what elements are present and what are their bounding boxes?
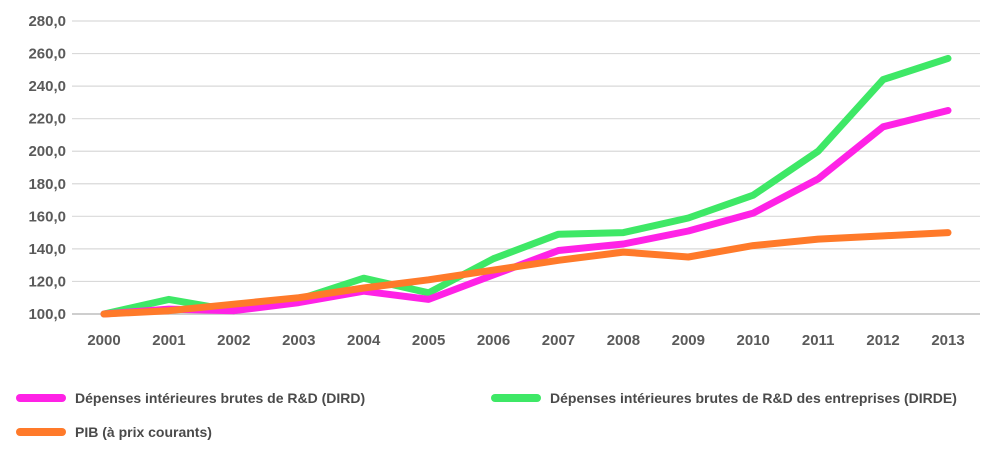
y-tick-label: 140,0 <box>28 241 66 258</box>
legend-item-pib: PIB (à prix courants) <box>16 424 212 440</box>
series-line-dird <box>100 107 952 318</box>
grid-lines <box>72 20 980 315</box>
x-tick-label: 2006 <box>477 332 510 349</box>
x-tick-label: 2004 <box>347 332 381 349</box>
y-tick-label: 100,0 <box>28 306 66 323</box>
legend-label: Dépenses intérieures brutes de R&D (DIRD… <box>75 390 365 406</box>
series-lines <box>100 54 952 318</box>
y-tick-label: 180,0 <box>28 176 66 193</box>
x-tick-label: 2011 <box>802 332 835 349</box>
y-tick-label: 200,0 <box>28 143 66 160</box>
x-tick-label: 2008 <box>607 332 640 349</box>
legend-label: PIB (à prix courants) <box>75 424 212 440</box>
y-tick-label: 260,0 <box>28 46 66 63</box>
legend: Dépenses intérieures brutes de R&D (DIRD… <box>16 390 957 440</box>
x-tick-label: 2010 <box>737 332 770 349</box>
y-tick-label: 160,0 <box>28 208 66 225</box>
y-tick-label: 220,0 <box>28 111 66 128</box>
legend-item-dirde: Dépenses intérieures brutes de R&D des e… <box>491 390 957 406</box>
legend-label: Dépenses intérieures brutes de R&D des e… <box>550 390 957 406</box>
series-line-pib <box>100 229 952 318</box>
y-axis-ticks: 100,0 120,0 140,0 160,0 180,0 200,0 220,0 240,0… <box>28 13 66 323</box>
y-tick-label: 280,0 <box>28 13 66 30</box>
x-tick-label: 2000 <box>87 332 120 349</box>
y-tick-label: 120,0 <box>28 273 66 290</box>
series-line-dirde <box>100 54 952 318</box>
x-axis-ticks: 2000 2001 2002 2003 2004 2005 2006 2007 2008 2009… <box>87 332 964 349</box>
legend-item-dird: Dépenses intérieures brutes de R&D (DIRD… <box>16 390 365 406</box>
y-tick-label: 240,0 <box>28 78 66 95</box>
x-tick-label: 2013 <box>931 332 964 349</box>
x-tick-label: 2005 <box>412 332 445 349</box>
x-tick-label: 2003 <box>282 332 315 349</box>
x-tick-label: 2009 <box>672 332 705 349</box>
x-tick-label: 2001 <box>152 332 185 349</box>
x-tick-label: 2002 <box>217 332 250 349</box>
x-tick-label: 2012 <box>866 332 899 349</box>
x-tick-label: 2007 <box>542 332 575 349</box>
